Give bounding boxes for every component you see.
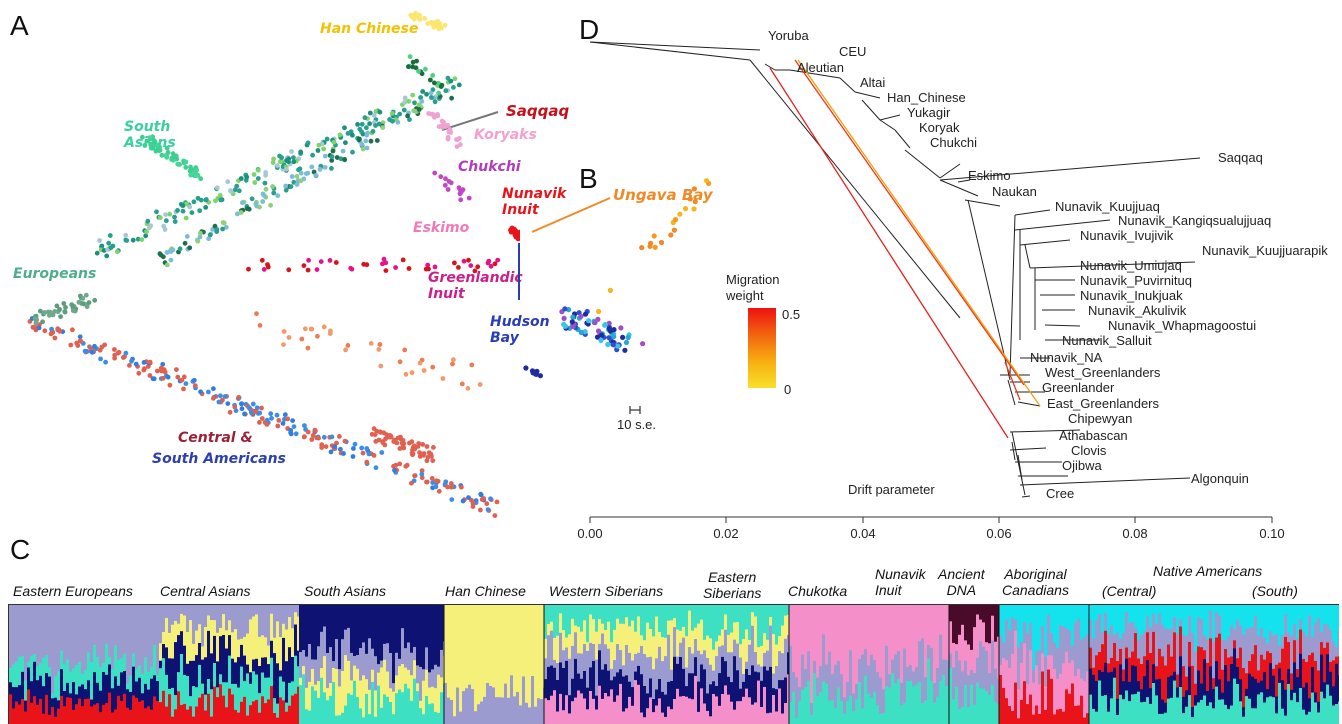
admixture-group <box>1089 605 1339 724</box>
tree-tip-nunavik-ivujivik: Nunavik_Ivujivik <box>1080 228 1174 243</box>
tree-tip-yukagir: Yukagir <box>907 105 951 120</box>
migration-edge-red-1 <box>770 68 1008 438</box>
tree-tip-clovis: Clovis <box>1071 443 1107 458</box>
tree-tip-nunavik-whapmagoostui: Nunavik_Whapmagoostui <box>1108 318 1256 333</box>
tree-tip-greenlander: Greenlander <box>1042 380 1115 395</box>
group-eastern-siberians: Eastern Siberians <box>703 569 761 601</box>
tree-tip-algonquin: Algonquin <box>1191 471 1249 486</box>
tree-tip-ojibwa: Ojibwa <box>1062 458 1103 473</box>
tree-tip-west-greenlanders: West_Greenlanders <box>1045 365 1161 380</box>
admixture-barplot <box>8 604 1339 724</box>
tree-tip-ceu: CEU <box>839 44 866 59</box>
tree-tip-cree: Cree <box>1046 486 1074 501</box>
group-ancient-dna: Ancient DNA <box>938 566 985 598</box>
tree-tip-nunavik-akulivik: Nunavik_Akulivik <box>1088 303 1187 318</box>
admixture-group <box>299 605 446 724</box>
axis-tick-label: 0.06 <box>986 526 1011 541</box>
admixture-group <box>544 605 790 724</box>
admixture-group <box>789 605 951 724</box>
axis-tick-label: 0.02 <box>713 526 738 541</box>
group-chukotka: Chukotka <box>788 583 847 599</box>
tree-tip-chukchi: Chukchi <box>930 135 977 150</box>
group-south-asians: South Asians <box>304 583 386 599</box>
group-central-asians: Central Asians <box>160 583 251 599</box>
admixture-group <box>9 605 159 724</box>
group-native-americans: Native Americans <box>1153 563 1262 579</box>
tree-tip-chipewyan: Chipewyan <box>1068 411 1132 426</box>
axis-tick-label: 0.00 <box>577 526 602 541</box>
tree-tip-nunavik-kangiqsualujjuaq: Nunavik_Kangiqsualujjuaq <box>1118 213 1271 228</box>
tree-tip-nunavik-kuujjuarapik: Nunavik_Kuujjuarapik <box>1202 243 1328 258</box>
admixture-group <box>444 605 546 724</box>
tree-tip-naukan: Naukan <box>992 184 1037 199</box>
group-western-siberians: Western Siberians <box>549 583 663 599</box>
tree-tip-aleutian: Aleutian <box>797 60 844 75</box>
tree-tip-altai: Altai <box>860 75 885 90</box>
tree-tip-han-chinese: Han_Chinese <box>887 90 966 105</box>
group-native-americans-south: (South) <box>1252 583 1298 599</box>
tree-tip-yoruba: Yoruba <box>768 28 809 43</box>
admixture-group <box>159 605 300 724</box>
admixture-group <box>949 605 1000 724</box>
drift-parameter-label: Drift parameter <box>848 482 935 497</box>
tree-tip-nunavik-salluit: Nunavik_Salluit <box>1062 333 1152 348</box>
tree-tip-eskimo: Eskimo <box>968 168 1011 183</box>
panel-c-letter: C <box>10 536 30 564</box>
group-aboriginal-canadians: Aboriginal Canadians <box>1002 566 1069 598</box>
group-nunavik-inuit: Nunavik Inuit <box>875 566 926 598</box>
group-eastern-europeans: Eastern Europeans <box>13 583 133 599</box>
tree-tip-koryak: Koryak <box>919 120 960 135</box>
tree-tip-athabascan: Athabascan <box>1059 428 1128 443</box>
admixture-group <box>999 605 1089 724</box>
panel-d-tree: 0.00 0.02 0.04 0.06 0.08 0.10 Yoruba CEUAleuti… <box>0 0 1342 560</box>
tree-tip-saqqaq: Saqqaq <box>1218 150 1263 165</box>
tree-tip-nunavik-kuujjuaq: Nunavik_Kuujjuaq <box>1055 199 1160 214</box>
axis-tick-label: 0.04 <box>850 526 875 541</box>
tree-tip-nunavik-umiujaq: Nunavik_Umiujaq <box>1080 258 1182 273</box>
tree-tip-nunavik-puvirnituq: Nunavik_Puvirnituq <box>1080 273 1192 288</box>
group-native-americans-central: (Central) <box>1102 583 1156 599</box>
tree-tip-east-greenlanders: East_Greenlanders <box>1047 396 1160 411</box>
admixture-svg <box>9 605 1339 724</box>
tree-tip-nunavik-inukjuak: Nunavik_Inukjuak <box>1080 288 1183 303</box>
tree-tip-nunavik-na: Nunavik_NA <box>1030 350 1103 365</box>
group-han-chinese: Han Chinese <box>445 583 526 599</box>
axis-tick-label: 0.10 <box>1259 526 1284 541</box>
axis-tick-label: 0.08 <box>1122 526 1147 541</box>
